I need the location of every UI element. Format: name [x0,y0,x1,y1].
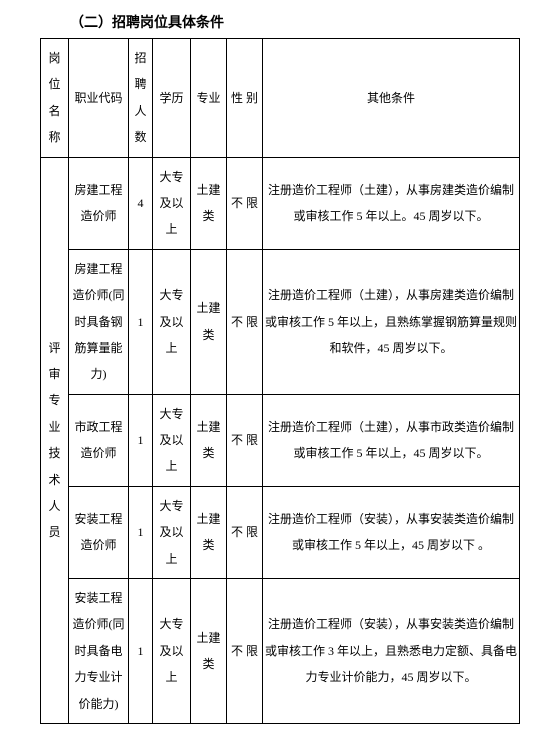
cell-code: 安装工程造价师 [69,486,129,578]
table-row: 安装工程造价师(同时具备电力专业计价能力) 1 大专及以上 土建类 不 限 注册… [41,579,520,724]
header-education: 学历 [153,39,191,158]
cell-position-group: 评审专业技术人员 [41,157,69,723]
cell-requirements: 注册造价工程师（安装），从事安装类造价编制或审核工作 5 年以上，45 周岁以下… [263,486,520,578]
cell-major: 土建类 [191,579,227,724]
cell-count: 1 [129,394,153,486]
cell-requirements: 注册造价工程师（土建），从事市政类造价编制或审核工作 5 年以上，45 周岁以下… [263,394,520,486]
table-row: 安装工程造价师 1 大专及以上 土建类 不 限 注册造价工程师（安装），从事安装… [41,486,520,578]
cell-gender: 不 限 [227,486,263,578]
cell-count: 4 [129,157,153,249]
table-header-row: 岗位名称 职业代码 招聘人数 学历 专业 性 别 其他条件 [41,39,520,158]
cell-education: 大专及以上 [153,157,191,249]
table-row: 评审专业技术人员 房建工程造价师 4 大专及以上 土建类 不 限 注册造价工程师… [41,157,520,249]
header-major: 专业 [191,39,227,158]
cell-requirements: 注册造价工程师（安装），从事安装类造价编制或审核工作 3 年以上，且熟悉电力定额… [263,579,520,724]
cell-count: 1 [129,579,153,724]
cell-gender: 不 限 [227,579,263,724]
header-requirements: 其他条件 [263,39,520,158]
cell-major: 土建类 [191,157,227,249]
cell-major: 土建类 [191,394,227,486]
header-gender: 性 别 [227,39,263,158]
cell-gender: 不 限 [227,157,263,249]
cell-requirements: 注册造价工程师（土建），从事房建类造价编制或审核工作 5 年以上，且熟练掌握钢筋… [263,249,520,394]
cell-code: 安装工程造价师(同时具备电力专业计价能力) [69,579,129,724]
cell-education: 大专及以上 [153,486,191,578]
cell-education: 大专及以上 [153,579,191,724]
cell-education: 大专及以上 [153,394,191,486]
header-position: 岗位名称 [41,39,69,158]
cell-major: 土建类 [191,249,227,394]
table-row: 市政工程造价师 1 大专及以上 土建类 不 限 注册造价工程师（土建），从事市政… [41,394,520,486]
cell-code: 房建工程造价师(同时具备钢筋算量能力) [69,249,129,394]
cell-major: 土建类 [191,486,227,578]
cell-education: 大专及以上 [153,249,191,394]
section-title: （二）招聘岗位具体条件 [70,12,517,32]
cell-code: 市政工程造价师 [69,394,129,486]
recruitment-table: 岗位名称 职业代码 招聘人数 学历 专业 性 别 其他条件 评审专业技术人员 房… [40,38,520,724]
cell-code: 房建工程造价师 [69,157,129,249]
cell-requirements: 注册造价工程师（土建），从事房建类造价编制或审核工作 5 年以上。45 周岁以下… [263,157,520,249]
table-row: 房建工程造价师(同时具备钢筋算量能力) 1 大专及以上 土建类 不 限 注册造价… [41,249,520,394]
cell-gender: 不 限 [227,249,263,394]
cell-count: 1 [129,486,153,578]
cell-gender: 不 限 [227,394,263,486]
cell-count: 1 [129,249,153,394]
header-code: 职业代码 [69,39,129,158]
header-count: 招聘人数 [129,39,153,158]
